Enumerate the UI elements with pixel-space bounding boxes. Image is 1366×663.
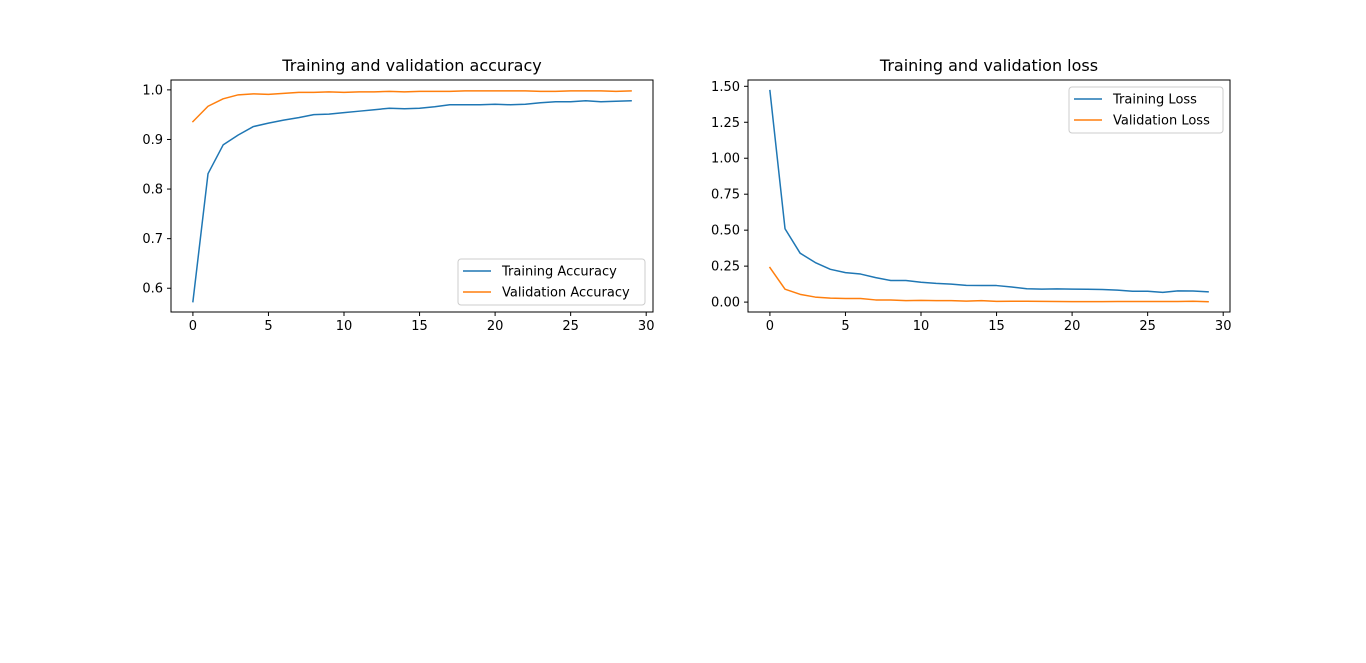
accuracy-legend-label: Training Accuracy [501, 265, 617, 280]
loss-y-tick-label: 0.75 [711, 188, 740, 203]
accuracy-y-tick-label: 1.0 [142, 83, 163, 98]
loss-chart-title: Training and validation loss [879, 56, 1098, 75]
accuracy-y-tick-label: 0.8 [142, 183, 163, 198]
accuracy-x-tick-label: 0 [189, 319, 197, 334]
accuracy-y-tick-label: 0.6 [142, 282, 163, 297]
loss-y-tick-label: 0.50 [711, 224, 740, 239]
accuracy-legend: Training Accuracy Validation Accuracy [457, 258, 646, 306]
accuracy-x-tick-label: 5 [264, 319, 272, 334]
accuracy-series-line-validation-accuracy [191, 90, 632, 123]
loss-axes-frame [747, 79, 1231, 313]
accuracy-chart-title: Training and validation accuracy [281, 56, 541, 75]
loss-legend-label: Training Loss [1112, 93, 1197, 108]
loss-legend: Training Loss Validation Loss [1068, 86, 1224, 134]
loss-y-tick-label: 0.25 [711, 260, 740, 275]
loss-legend-label: Validation Loss [1113, 114, 1210, 129]
accuracy-x-tick-label: 15 [411, 319, 428, 334]
loss-series-line-validation-loss [768, 266, 1209, 303]
loss-legend-box [1068, 86, 1224, 134]
accuracy-legend-box [457, 258, 646, 306]
accuracy-x-tick-label: 10 [336, 319, 353, 334]
accuracy-x-tick-label: 25 [562, 319, 579, 334]
loss-x-tick-label: 5 [841, 319, 849, 334]
loss-x-tick-label: 0 [766, 319, 774, 334]
accuracy-y-tick-label: 0.7 [142, 232, 163, 247]
loss-x-tick-label: 25 [1139, 319, 1156, 334]
accuracy-x-tick-label: 30 [638, 319, 655, 334]
loss-x-tick-label: 20 [1064, 319, 1081, 334]
loss-x-tick-label: 10 [913, 319, 930, 334]
loss-series-line-training-loss [769, 89, 1209, 294]
accuracy-chart: Training and validation accuracy 0 5 10 15 2… [142, 56, 654, 334]
accuracy-legend-label: Validation Accuracy [502, 286, 630, 301]
accuracy-y-tick-label: 0.9 [142, 133, 163, 148]
loss-x-tick-label: 30 [1215, 319, 1232, 334]
loss-x-tick-label: 15 [988, 319, 1005, 334]
loss-y-tick-label: 1.25 [711, 116, 740, 131]
loss-y-tick-label: 1.50 [711, 80, 740, 95]
accuracy-series-line-training-accuracy [192, 100, 632, 303]
loss-y-tick-label: 0.00 [711, 296, 740, 311]
accuracy-axes-frame [170, 79, 654, 313]
accuracy-x-tick-label: 20 [487, 319, 504, 334]
loss-y-tick-label: 1.00 [711, 152, 740, 167]
loss-chart: Training and validation loss 0 5 10 15 20 25 3… [711, 56, 1231, 334]
